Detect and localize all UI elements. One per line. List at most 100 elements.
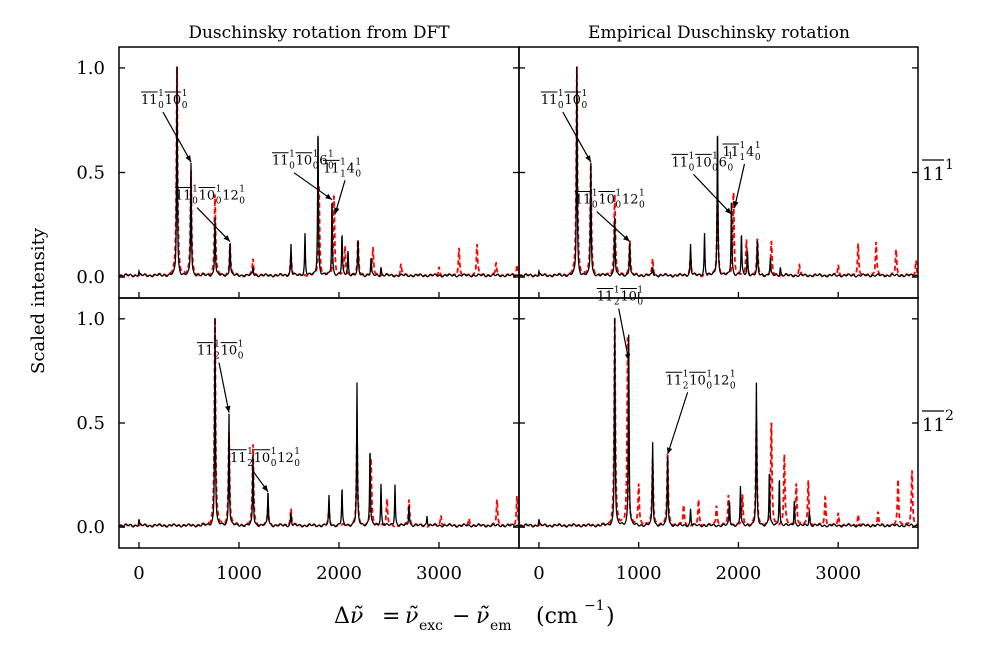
mode-subscript: 0 — [182, 101, 188, 111]
mode-superscript: 1 — [328, 150, 334, 160]
x-tick-label: 2000 — [716, 563, 762, 584]
mode-subscript: 0 — [615, 201, 621, 211]
series-experiment-line — [119, 318, 519, 528]
mode-superscript: 1 — [730, 369, 736, 379]
traces-layer — [119, 66, 918, 528]
mode-number: 10 — [199, 189, 216, 204]
mode-subscript: 0 — [730, 381, 736, 391]
mode-number: 10 — [620, 290, 637, 305]
mode-subscript: 0 — [706, 381, 712, 391]
peak-annotation: 11 10 10 10 — [141, 89, 192, 163]
mode-number: 11 — [575, 193, 592, 208]
y-tick-label: 1.0 — [76, 58, 105, 79]
xlabel-unit-exp: −1 — [584, 598, 605, 614]
mode-number: 11 — [671, 155, 688, 170]
xlabel-em: em — [490, 618, 512, 634]
peak-annotation: 11 10 10 10 6 10 — [272, 150, 334, 201]
series-simulation-line — [519, 317, 918, 528]
panel-top-left-traces — [119, 66, 519, 278]
y-tick-label: 0.5 — [76, 413, 105, 434]
row-label-1: 11 1 — [922, 157, 954, 185]
mode-subscript: 2 — [214, 352, 220, 362]
mode-superscript: 1 — [639, 189, 645, 199]
xlabel-minus: − — [452, 604, 470, 629]
peak-annotation: 11 10 10 10 — [540, 89, 592, 163]
mode-superscript: 1 — [340, 157, 346, 167]
mode-subscript: 2 — [683, 381, 689, 391]
row-label-1-sup: 1 — [945, 157, 954, 173]
mode-subscript: 0 — [158, 101, 164, 111]
text-layer: Duschinsky rotation from DFT Empirical D… — [28, 23, 954, 634]
mode-subscript: 0 — [328, 162, 334, 172]
mode-superscript: 1 — [355, 157, 361, 167]
mode-number: 10 — [221, 344, 238, 359]
mode-number: 12 — [277, 451, 294, 466]
mode-subscript: 0 — [558, 101, 564, 111]
panel-bottom-right-traces — [519, 317, 918, 528]
mode-subscript: 0 — [727, 163, 733, 173]
mode-superscript: 1 — [582, 89, 588, 99]
mode-number: 11 — [541, 93, 558, 108]
mode-superscript: 1 — [158, 89, 164, 99]
peak-annotation: 11 12 10 10 12 10 — [230, 447, 300, 493]
mode-subscript: 0 — [294, 459, 300, 469]
row-label-2-sup: 2 — [945, 408, 954, 424]
mode-number: 12 — [622, 193, 639, 208]
col-title-dft: Duschinsky rotation from DFT — [188, 23, 450, 43]
peak-annotation: 11 10 10 10 12 10 — [574, 189, 645, 242]
panel-frame — [118, 297, 520, 549]
mode-subscript: 1 — [340, 169, 346, 179]
mode-subscript: 0 — [639, 201, 645, 211]
x-tick-label: 3000 — [416, 563, 462, 584]
mode-subscript: 0 — [271, 459, 277, 469]
mode-number: 11 — [272, 154, 289, 169]
mode-superscript: 1 — [247, 447, 253, 457]
xlabel-unit: (cm — [536, 604, 578, 629]
mode-superscript: 1 — [615, 189, 621, 199]
mode-number: 10 — [165, 93, 182, 108]
mode-number: 11 — [141, 93, 158, 108]
mode-subscript: 0 — [755, 153, 761, 163]
mode-number: 4 — [746, 145, 754, 160]
peak-annotation: 11 12 10 10 — [596, 286, 643, 361]
mode-number: 10 — [598, 193, 615, 208]
mode-number: 11 — [722, 145, 739, 160]
mode-number: 10 — [689, 373, 706, 388]
mode-subscript: 0 — [238, 352, 244, 362]
mode-number: 12 — [713, 373, 730, 388]
peak-annotation: 11 12 10 10 12 10 — [665, 369, 736, 455]
xlabel-nu-em: ν̃ — [476, 604, 489, 629]
panel-bottom-left-traces — [119, 317, 519, 528]
y-tick-label: 0.5 — [76, 163, 105, 184]
x-axis-label: Δν̃ = ν̃ exc − ν̃ em (cm −1 ) — [334, 598, 615, 634]
y-tick-label: 0.0 — [76, 267, 105, 288]
mode-superscript: 1 — [558, 89, 564, 99]
mode-number: 11 — [597, 290, 614, 305]
y-tick-label: 1.0 — [76, 309, 105, 330]
mode-superscript: 1 — [294, 447, 300, 457]
mode-subscript: 0 — [592, 201, 598, 211]
mode-superscript: 1 — [216, 185, 222, 195]
mode-subscript: 0 — [313, 162, 319, 172]
xlabel-equals: = — [382, 604, 400, 629]
col-title-empirical: Empirical Duschinsky rotation — [588, 23, 850, 43]
mode-superscript: 1 — [740, 141, 746, 151]
mode-subscript: 0 — [192, 197, 198, 207]
mode-superscript: 1 — [637, 286, 643, 296]
mode-subscript: 0 — [582, 101, 588, 111]
mode-superscript: 1 — [592, 189, 598, 199]
xlabel-nu-exc: ν̃ — [405, 604, 418, 629]
mode-number: 10 — [564, 93, 581, 108]
x-tick-label: 0 — [133, 563, 144, 584]
mode-superscript: 1 — [683, 369, 689, 379]
row-label-1-base: 11 — [922, 164, 945, 185]
x-tick-label: 1000 — [616, 563, 662, 584]
mode-superscript: 1 — [727, 151, 733, 161]
y-axis-label: Scaled intensity — [28, 227, 49, 374]
mode-number: 11 — [666, 373, 683, 388]
mode-number: 6 — [319, 154, 327, 169]
row-label-2: 11 2 — [922, 408, 954, 436]
